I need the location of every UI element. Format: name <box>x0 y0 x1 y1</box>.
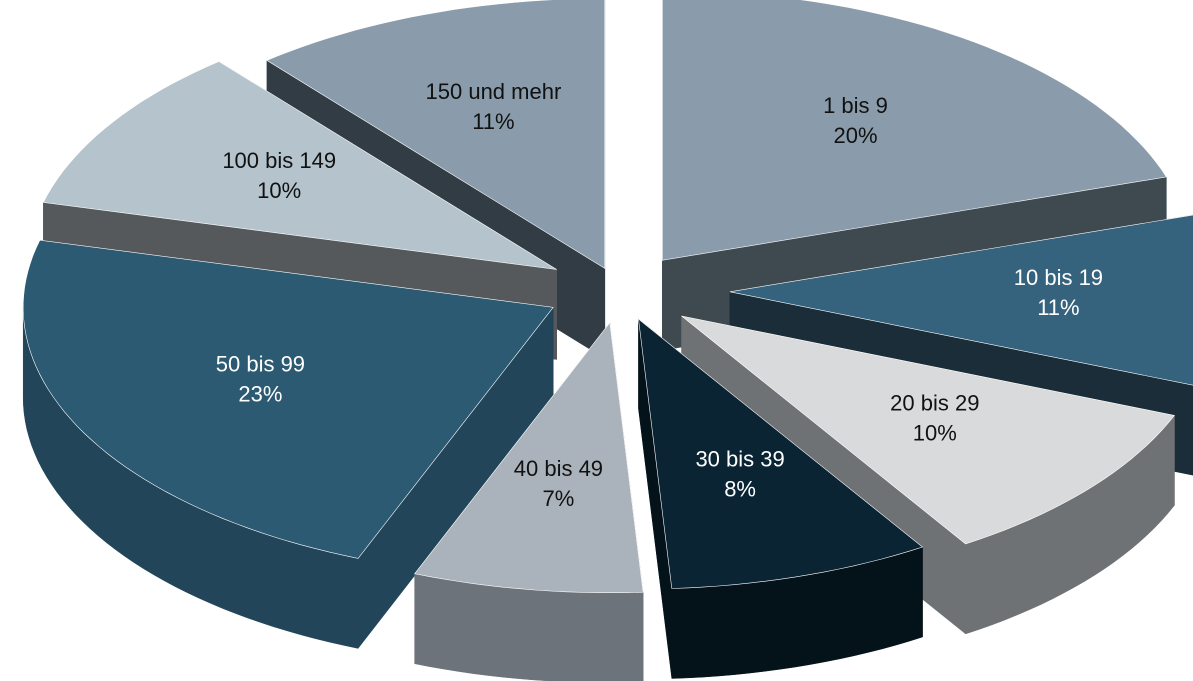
slice-6 <box>22 239 554 559</box>
slice-category: 150 und mehr <box>426 79 562 104</box>
slice-percent: 11% <box>1037 295 1079 320</box>
slice-category: 40 bis 49 <box>514 456 603 481</box>
slice-percent: 10% <box>257 178 301 203</box>
slice-3 <box>681 315 1175 545</box>
slice-category: 10 bis 19 <box>1014 265 1103 290</box>
slice-percent: 10% <box>913 421 957 446</box>
slice-category: 1 bis 9 <box>823 93 888 118</box>
slice-percent: 11% <box>472 109 514 134</box>
slice-1 <box>661 0 1167 261</box>
slice-5 <box>414 321 644 594</box>
slice-label: 1 bis 9 20% <box>823 93 888 148</box>
slice-label: 150 und mehr 11% <box>426 79 562 134</box>
slice-label: 10 bis 19 11% <box>1014 265 1103 320</box>
slice-category: 20 bis 29 <box>890 391 979 416</box>
slice-label: 50 bis 99 23% <box>216 351 305 406</box>
slice-7 <box>42 61 557 270</box>
slice-category: 30 bis 39 <box>695 446 784 471</box>
slice-category: 100 bis 149 <box>222 148 336 173</box>
slice-labels: 1 bis 9 20% 10 bis 19 11% 20 bis 29 10% 30 bis… <box>216 79 1103 511</box>
slice-percent: 20% <box>833 123 877 148</box>
slice-4 <box>638 318 924 589</box>
slice-percent: 8% <box>724 476 756 501</box>
slice-tops <box>22 0 1193 594</box>
slice-8 <box>266 0 606 269</box>
slice-label: 100 bis 149 10% <box>222 148 336 203</box>
slice-label: 20 bis 29 10% <box>890 391 979 446</box>
slice-2 <box>729 214 1193 386</box>
slice-label: 30 bis 39 8% <box>695 446 784 501</box>
slice-percent: 23% <box>238 381 282 406</box>
slice-label: 40 bis 49 7% <box>514 456 603 511</box>
slice-category: 50 bis 99 <box>216 351 305 376</box>
slice-percent: 7% <box>543 486 575 511</box>
